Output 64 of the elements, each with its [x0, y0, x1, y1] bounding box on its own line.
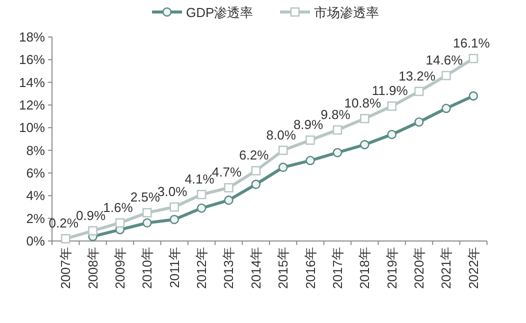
x-tick-label: 2014年 — [248, 247, 264, 289]
data-label: 14.6% — [426, 52, 464, 68]
point — [251, 166, 261, 176]
x-tick-label: 2011年 — [166, 247, 182, 288]
y-tick-label: 16% — [18, 52, 46, 68]
x-tick-label: 2012年 — [194, 247, 210, 289]
data-label: 13.2% — [398, 68, 436, 84]
point — [360, 114, 370, 124]
point — [442, 104, 451, 114]
x-tick-label: 2010年 — [140, 247, 155, 289]
x-tick-label: 2008年 — [85, 247, 100, 289]
x-tick-label: 2015年 — [276, 247, 291, 289]
x-tick-label: 2007年 — [58, 247, 74, 289]
x-tick-label: 2021年 — [438, 247, 454, 289]
y-tick-label: 10% — [18, 120, 46, 136]
point — [142, 218, 152, 228]
point — [196, 203, 206, 213]
x-tick-label: 2020年 — [412, 247, 427, 289]
point — [468, 54, 478, 64]
data-label: 0.9% — [76, 208, 106, 223]
point — [170, 214, 179, 224]
y-tick-label: 12% — [18, 98, 46, 112]
point — [142, 208, 152, 218]
x-tick-label: 2016年 — [302, 247, 318, 289]
x-tick-label: 2009年 — [112, 247, 128, 289]
point — [224, 196, 234, 205]
x-tick-label: 2019年 — [384, 247, 400, 289]
x-tick-label: 2018年 — [357, 247, 372, 289]
point — [224, 183, 234, 192]
point — [306, 156, 315, 166]
legend-label: 市场渗透率 — [314, 5, 379, 20]
point — [387, 101, 396, 111]
point — [115, 218, 125, 228]
point — [442, 70, 451, 80]
point — [196, 190, 206, 200]
data-label: 11.9% — [372, 83, 408, 98]
x-tick-label: 2013年 — [221, 247, 236, 289]
x-tick-label: 2017年 — [330, 247, 345, 289]
point — [360, 140, 370, 150]
point — [332, 125, 342, 135]
y-tick-label: 4% — [26, 188, 46, 204]
point — [387, 130, 396, 140]
point — [414, 86, 424, 96]
y-tick-label: 2% — [26, 210, 46, 226]
x-tick-label: 2022年 — [466, 247, 481, 289]
point — [60, 234, 70, 244]
legend-label: GDP渗透率 — [186, 5, 254, 20]
y-tick-label: 8% — [26, 142, 46, 158]
data-label: 16.1% — [452, 36, 490, 51]
point — [278, 162, 288, 172]
point — [332, 148, 342, 158]
y-tick-label: 18% — [18, 30, 46, 44]
point — [88, 226, 98, 236]
point — [278, 146, 288, 155]
point — [251, 180, 261, 189]
data-label: 2.5% — [130, 190, 160, 205]
data-label: 6.2% — [239, 148, 270, 163]
point — [468, 91, 478, 101]
point — [306, 135, 315, 145]
point — [170, 202, 179, 212]
y-tick-label: 14% — [18, 74, 46, 90]
y-tick-label: 0% — [26, 234, 46, 248]
point — [414, 117, 424, 127]
y-tick-label: 6% — [26, 166, 46, 180]
